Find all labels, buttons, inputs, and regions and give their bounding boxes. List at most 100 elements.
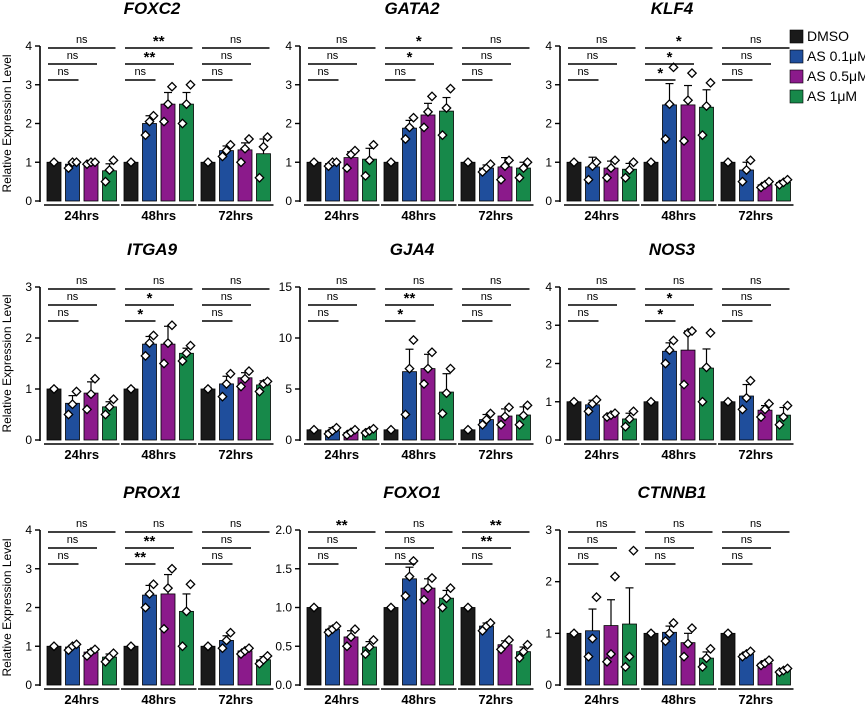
data-point <box>678 379 690 390</box>
data-point <box>722 157 734 168</box>
data-point <box>185 79 196 90</box>
data-point <box>202 157 214 168</box>
data-point <box>166 563 178 574</box>
data-point <box>385 602 397 613</box>
bar <box>123 645 139 686</box>
data-point <box>701 362 712 373</box>
y-tick-label: 4 <box>285 39 292 53</box>
panel-title: FOXC2 <box>124 0 181 18</box>
data-point <box>368 634 379 646</box>
data-point <box>583 406 594 417</box>
legend-label: DMSO <box>807 28 849 44</box>
significance-label: ns <box>67 291 79 303</box>
group-label: 24hrs <box>584 447 619 462</box>
data-point <box>437 408 448 419</box>
data-point <box>239 373 251 384</box>
y-tick-label: 4 <box>545 39 552 53</box>
data-point <box>89 157 101 168</box>
data-point <box>445 83 456 94</box>
y-tick-label: 15 <box>279 280 293 294</box>
y-tick-label: 0 <box>25 678 32 692</box>
data-point <box>162 337 174 349</box>
data-point <box>624 413 635 425</box>
legend-label: AS 0.1μM <box>807 48 865 64</box>
bar <box>179 352 194 441</box>
data-point <box>514 419 525 430</box>
significance-label: ns <box>134 66 146 78</box>
data-point <box>254 386 265 397</box>
y-tick-label: 1 <box>285 155 292 169</box>
bar <box>420 368 436 441</box>
y-tick-label: 10 <box>279 331 293 345</box>
bar <box>460 607 476 686</box>
y-tick-label: 1 <box>25 382 32 396</box>
data-point <box>686 325 698 337</box>
data-point <box>166 81 178 92</box>
y-tick-label: 3 <box>285 78 292 92</box>
data-point <box>518 410 529 421</box>
bar <box>585 166 600 202</box>
data-point <box>522 157 533 168</box>
data-point <box>63 162 74 174</box>
data-point <box>243 643 255 654</box>
group-label: 72hrs <box>218 208 253 223</box>
data-point <box>628 545 639 556</box>
significance-label: * <box>137 306 143 323</box>
significance-label: ns <box>490 34 502 46</box>
data-point <box>664 344 675 356</box>
bar <box>680 642 696 686</box>
data-point <box>628 406 639 417</box>
bar <box>325 628 340 686</box>
data-point <box>108 155 119 166</box>
data-point <box>705 643 716 654</box>
data-point <box>645 396 657 407</box>
significance-label: ns <box>471 66 483 78</box>
data-point <box>262 650 273 662</box>
significance-label: ns <box>577 307 589 319</box>
legend: DMSO AS 0.1μM AS 0.5μM AS 1μM <box>789 28 865 104</box>
group-label: 48hrs <box>661 692 696 707</box>
data-point <box>418 594 430 605</box>
data-point <box>568 396 580 407</box>
significance-label: ns <box>596 518 608 530</box>
y-tick-label: 3 <box>25 78 32 92</box>
y-tick-label: 1 <box>545 626 552 640</box>
significance-label: * <box>407 49 413 66</box>
significance-label: ns <box>596 275 608 287</box>
bar <box>662 104 677 202</box>
significance-label: ns <box>654 550 666 562</box>
bar <box>643 161 659 202</box>
data-point <box>221 145 232 156</box>
bar <box>306 161 322 202</box>
data-point <box>591 157 602 168</box>
group-label: 48hrs <box>401 447 436 462</box>
data-point <box>763 655 775 666</box>
data-point <box>71 157 82 168</box>
bar <box>46 161 62 202</box>
data-point <box>104 401 115 412</box>
data-point <box>243 366 255 377</box>
significance-label: ns <box>750 275 762 287</box>
data-point <box>499 411 511 422</box>
data-point <box>697 661 708 673</box>
significance-label: ns <box>230 275 242 287</box>
data-point <box>48 641 60 652</box>
significance-label: ns <box>673 518 685 530</box>
significance-label: ns <box>211 550 223 562</box>
y-tick-label: 2 <box>545 117 552 131</box>
bar <box>200 388 216 441</box>
significance-label: ** <box>144 533 156 550</box>
data-point <box>624 651 635 662</box>
bar <box>383 607 399 686</box>
data-point <box>140 350 151 361</box>
bar <box>680 104 696 202</box>
significance-label: ns <box>587 534 599 546</box>
significance-label: ns <box>336 275 348 287</box>
data-point <box>239 143 251 154</box>
group-label: 72hrs <box>738 447 773 462</box>
y-tick-label: 4 <box>545 280 552 294</box>
data-point <box>71 386 82 397</box>
bar <box>46 645 62 686</box>
data-point <box>441 102 452 114</box>
significance-label: ns <box>673 275 685 287</box>
